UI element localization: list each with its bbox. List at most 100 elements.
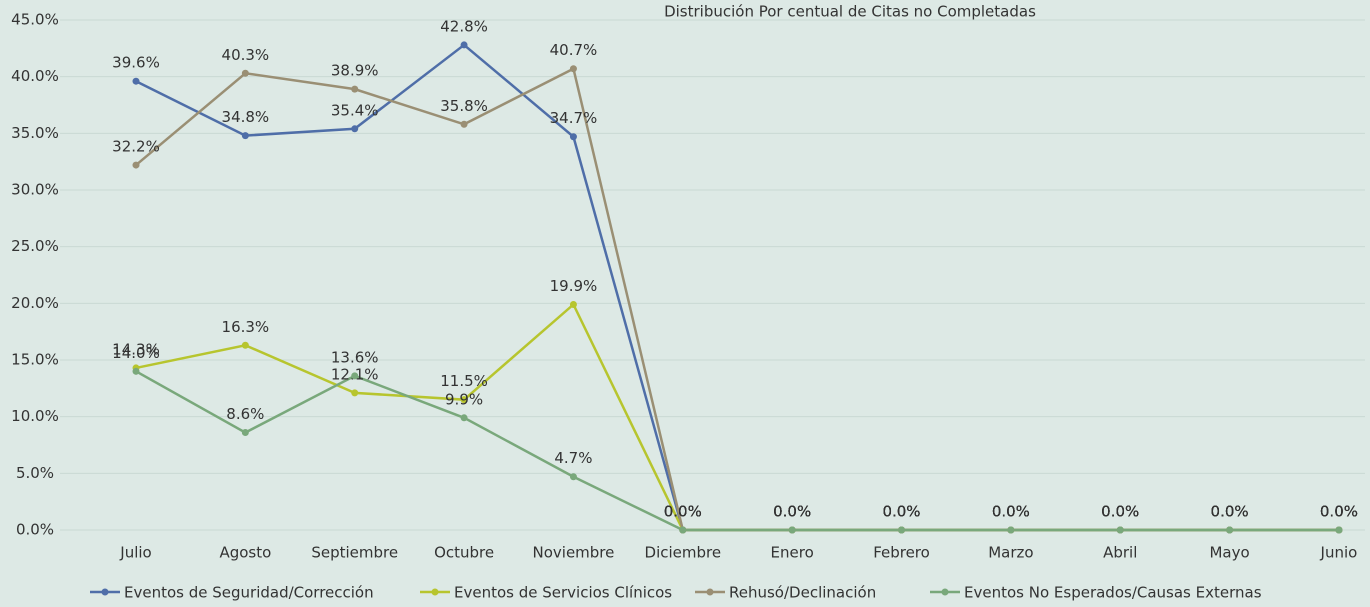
data-label: 0.0% bbox=[1101, 503, 1139, 521]
x-tick-label: Junio bbox=[1320, 544, 1358, 562]
data-label: 40.3% bbox=[222, 46, 270, 64]
data-label: 0.0% bbox=[773, 503, 811, 521]
x-tick-label: Septiembre bbox=[311, 544, 398, 562]
data-label: 8.6% bbox=[226, 405, 264, 423]
data-point bbox=[569, 133, 577, 141]
data-label: 34.7% bbox=[550, 109, 598, 127]
data-label: 0.0% bbox=[664, 503, 702, 521]
data-label: 0.0% bbox=[1320, 503, 1358, 521]
data-point bbox=[351, 125, 359, 133]
x-tick-label: Octubre bbox=[434, 544, 494, 562]
data-point bbox=[351, 85, 359, 93]
data-label: 9.9% bbox=[445, 390, 483, 408]
y-tick-label: 5.0% bbox=[16, 464, 54, 482]
data-point bbox=[569, 65, 577, 73]
x-tick-label: Febrero bbox=[873, 544, 930, 562]
data-point bbox=[898, 526, 906, 534]
legend-label: Eventos de Servicios Clínicos bbox=[454, 584, 672, 602]
data-label: 35.4% bbox=[331, 101, 379, 119]
x-tick-label: Noviembre bbox=[533, 544, 615, 562]
data-label: 0.0% bbox=[773, 503, 811, 521]
y-tick-label: 0.0% bbox=[16, 521, 54, 539]
data-point bbox=[132, 161, 140, 169]
data-label: 11.5% bbox=[440, 372, 488, 390]
x-tick-label: Mayo bbox=[1209, 544, 1249, 562]
data-label: 0.0% bbox=[882, 503, 920, 521]
data-label: 0.0% bbox=[1211, 503, 1249, 521]
data-point bbox=[679, 526, 687, 534]
data-label: 0.0% bbox=[664, 503, 702, 521]
data-label: 0.0% bbox=[773, 503, 811, 521]
data-point bbox=[241, 132, 249, 140]
series-line bbox=[135, 43, 1339, 532]
data-point bbox=[460, 396, 468, 404]
y-tick-label: 25.0% bbox=[11, 237, 59, 255]
data-label: 0.0% bbox=[992, 503, 1030, 521]
data-label: 38.9% bbox=[331, 62, 379, 80]
data-label: 0.0% bbox=[1211, 503, 1249, 521]
data-label: 14.0% bbox=[112, 344, 160, 362]
y-tick-label: 45.0% bbox=[11, 11, 59, 29]
data-label: 0.0% bbox=[1211, 503, 1249, 521]
data-point bbox=[1007, 526, 1015, 534]
data-label: 19.9% bbox=[550, 277, 598, 295]
data-label: 0.0% bbox=[882, 503, 920, 521]
x-tick-label: Enero bbox=[771, 544, 814, 562]
data-point bbox=[1116, 526, 1124, 534]
x-tick-label: Julio bbox=[119, 544, 151, 562]
legend-marker bbox=[431, 588, 439, 596]
data-label: 0.0% bbox=[992, 503, 1030, 521]
legend-marker bbox=[101, 588, 109, 596]
data-label: 42.8% bbox=[440, 17, 488, 35]
data-label: 0.0% bbox=[992, 503, 1030, 521]
data-label: 32.2% bbox=[112, 138, 160, 156]
data-point bbox=[241, 341, 249, 349]
legend-label: Eventos No Esperados/Causas Externas bbox=[964, 584, 1262, 602]
data-label: 0.0% bbox=[1320, 503, 1358, 521]
data-point bbox=[460, 41, 468, 49]
data-point bbox=[788, 526, 796, 534]
data-point bbox=[460, 414, 468, 422]
series-line bbox=[135, 302, 1339, 532]
data-label: 39.6% bbox=[112, 54, 160, 72]
data-point bbox=[351, 372, 359, 380]
data-label: 0.0% bbox=[1320, 503, 1358, 521]
data-label: 4.7% bbox=[554, 449, 592, 467]
x-tick-label: Marzo bbox=[988, 544, 1033, 562]
chart-title: Distribución Por centual de Citas no Com… bbox=[664, 3, 1036, 21]
data-point bbox=[241, 429, 249, 437]
y-tick-label: 40.0% bbox=[11, 67, 59, 85]
data-label: 16.3% bbox=[222, 318, 270, 336]
data-label: 0.0% bbox=[1101, 503, 1139, 521]
x-tick-label: Agosto bbox=[219, 544, 271, 562]
series-line bbox=[135, 66, 1339, 532]
data-label: 34.8% bbox=[222, 108, 270, 126]
legend-marker bbox=[706, 588, 714, 596]
data-point bbox=[241, 69, 249, 77]
data-label: 0.0% bbox=[882, 503, 920, 521]
data-label: 0.0% bbox=[664, 503, 702, 521]
data-label: 14.3% bbox=[112, 340, 160, 358]
legend-label: Eventos de Seguridad/Corrección bbox=[124, 584, 374, 602]
data-point bbox=[569, 300, 577, 308]
data-point bbox=[1335, 526, 1343, 534]
data-label: 0.0% bbox=[1320, 503, 1358, 521]
data-label: 0.0% bbox=[882, 503, 920, 521]
data-point bbox=[569, 473, 577, 481]
data-label: 0.0% bbox=[1101, 503, 1139, 521]
y-tick-label: 10.0% bbox=[11, 407, 59, 425]
data-point bbox=[1226, 526, 1234, 534]
data-point bbox=[132, 77, 140, 85]
data-label: 0.0% bbox=[773, 503, 811, 521]
data-label: 13.6% bbox=[331, 348, 379, 366]
data-point bbox=[460, 120, 468, 128]
series-line bbox=[135, 370, 1339, 532]
x-tick-label: Diciembre bbox=[645, 544, 722, 562]
y-tick-label: 20.0% bbox=[11, 294, 59, 312]
y-tick-label: 35.0% bbox=[11, 124, 59, 142]
x-tick-label: Abril bbox=[1103, 544, 1137, 562]
data-point bbox=[132, 367, 140, 375]
data-label: 0.0% bbox=[992, 503, 1030, 521]
data-point bbox=[351, 389, 359, 397]
